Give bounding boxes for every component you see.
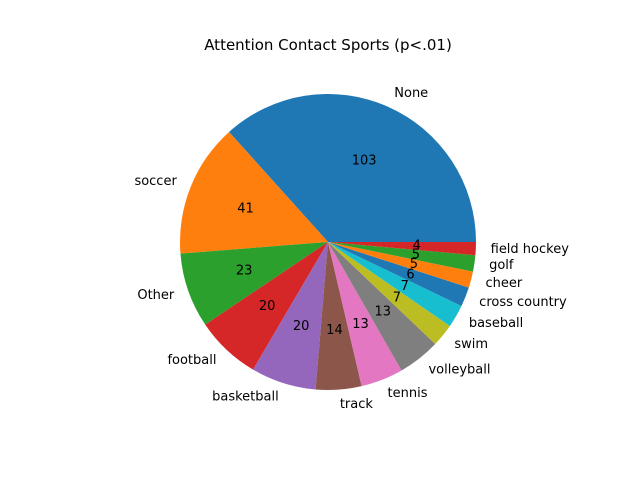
slice-label-other: Other — [137, 288, 175, 303]
slice-label-field-hockey: field hockey — [491, 242, 570, 257]
value-label-none: 103 — [352, 153, 377, 168]
pie-slice-field-hockey — [328, 242, 477, 256]
pie-slice-baseball — [328, 242, 462, 327]
pie-slice-track — [315, 242, 362, 391]
slice-label-cross-country: cross country — [479, 295, 567, 310]
value-label-other: 23 — [236, 264, 253, 279]
value-label-tennis: 13 — [352, 317, 369, 332]
slice-label-volleyball: volleyball — [428, 363, 490, 378]
pie-slice-swim — [328, 242, 450, 344]
pie-slice-cross-country — [328, 242, 469, 306]
value-label-golf: 5 — [412, 247, 420, 262]
pie-slice-soccer — [179, 131, 328, 254]
value-label-field-hockey: 4 — [413, 238, 421, 253]
pie-slice-football — [205, 242, 328, 370]
pie-slice-none — [229, 93, 476, 242]
slice-label-soccer: soccer — [134, 174, 177, 189]
slice-label-basketball: basketball — [212, 390, 279, 405]
pie-slice-golf — [328, 242, 476, 272]
pie-slice-volleyball — [328, 242, 436, 371]
slice-label-tennis: tennis — [388, 386, 428, 401]
pie-slice-cheer — [328, 242, 474, 288]
slice-label-none: None — [394, 86, 428, 101]
value-label-cross-country: 6 — [406, 267, 414, 282]
slice-label-baseball: baseball — [469, 316, 523, 331]
slice-label-track: track — [340, 397, 374, 412]
pie-slice-other — [180, 242, 328, 325]
value-label-volleyball: 13 — [375, 304, 392, 319]
slice-label-golf: golf — [489, 258, 514, 273]
value-label-basketball: 20 — [293, 319, 310, 334]
pie-slices — [179, 93, 477, 391]
slice-label-cheer: cheer — [485, 276, 522, 291]
slice-labels: None soccer Other football basketball trackte… — [134, 86, 569, 412]
value-label-soccer: 41 — [237, 202, 254, 217]
value-label-baseball: 7 — [401, 279, 409, 294]
slice-label-swim: swim — [454, 337, 488, 352]
value-label-cheer: 5 — [410, 257, 418, 272]
pie-slice-tennis — [328, 242, 402, 387]
chart-title: Attention Contact Sports (p<.01) — [204, 36, 452, 54]
slice-label-football: football — [167, 353, 216, 368]
value-label-football: 20 — [259, 299, 276, 314]
value-label-track: 14 — [326, 323, 343, 338]
pie-slice-basketball — [253, 242, 328, 390]
value-label-swim: 7 — [393, 290, 401, 305]
